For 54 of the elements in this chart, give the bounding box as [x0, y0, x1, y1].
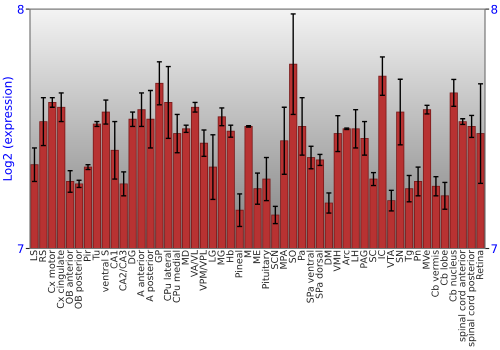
x-tick-label: SC — [369, 250, 376, 262]
x-tick-label: VPM/VPL — [200, 250, 208, 291]
x-tick-label: DG — [128, 250, 136, 264]
x-tick-label: Tg — [404, 250, 414, 262]
x-tick-label: MD — [182, 250, 189, 264]
x-tick-label: Pituitary — [262, 250, 271, 288]
x-tick-label: LG — [208, 250, 216, 262]
x-tick-label: OB posterior — [74, 250, 84, 309]
x-tick-label: SPa dorsal — [315, 250, 323, 298]
y2-tick-label: 8 — [491, 4, 498, 14]
x-tick-label: LS — [30, 250, 38, 260]
x-tick-label: Retina — [476, 250, 484, 280]
x-tick-label: GP — [154, 250, 162, 262]
x-tick-label: VMH — [334, 250, 340, 272]
x-tick-label: ME — [253, 250, 260, 264]
x-tick-label: M — [244, 250, 252, 258]
x-tick-label: MG — [217, 250, 225, 264]
x-tick-label: Cb lobe — [440, 250, 448, 286]
x-tick-label: A posterior — [146, 250, 156, 302]
x-tick-label: RS — [38, 250, 46, 262]
x-tick-label: MVe — [422, 250, 430, 269]
x-tick-label: OB anterior — [66, 250, 73, 304]
x-tick-label: VA/VL — [190, 250, 199, 278]
x-tick-label: CPu medial — [172, 250, 180, 303]
x-tick-label: spinal cord posterior — [467, 250, 476, 346]
x-tick-label: Pn — [414, 250, 421, 260]
x-tick-label: Pa — [298, 250, 305, 260]
x-tick-label: MPA — [280, 250, 287, 269]
y-axis-title: Log2 (expression) — [2, 77, 14, 180]
y2-tick-label: 7 — [492, 244, 498, 253]
x-tick-label: CPu lateral — [164, 250, 172, 301]
x-tick-label: Pir — [83, 250, 91, 261]
x-tick-label: Arc — [342, 250, 350, 266]
x-tick-label: ventral S — [101, 250, 109, 292]
x-tick-label: CA1 — [110, 250, 118, 268]
x-tick-label: Pineal — [235, 250, 242, 278]
x-tick-label: spinal cord anterior — [458, 250, 468, 342]
x-tick-label: Hb — [226, 250, 234, 262]
x-tick-label: SPa ventral — [306, 250, 314, 303]
x-tick-label: A anterior — [136, 250, 144, 297]
x-tick-label: Cx motor — [48, 250, 56, 293]
x-tick-label: Cx cingulate — [56, 250, 66, 308]
x-tick-label: SCN — [270, 250, 278, 269]
x-tick-label: LH — [351, 250, 358, 262]
x-tick-label: CA2/CA3 — [119, 250, 128, 291]
x-tick-label: Cb nucleus — [449, 250, 457, 302]
x-tick-label: DM — [324, 250, 332, 264]
x-tick-label: SN — [396, 250, 403, 262]
x-tick-label: Cb vermis — [431, 250, 439, 297]
x-tick-label: SO — [288, 250, 296, 263]
x-tick-label: IC — [378, 250, 386, 258]
x-tick-label: VTA — [387, 250, 394, 268]
x-tick-label: Tu — [92, 250, 100, 260]
x-tick-label: PAG — [360, 250, 368, 268]
